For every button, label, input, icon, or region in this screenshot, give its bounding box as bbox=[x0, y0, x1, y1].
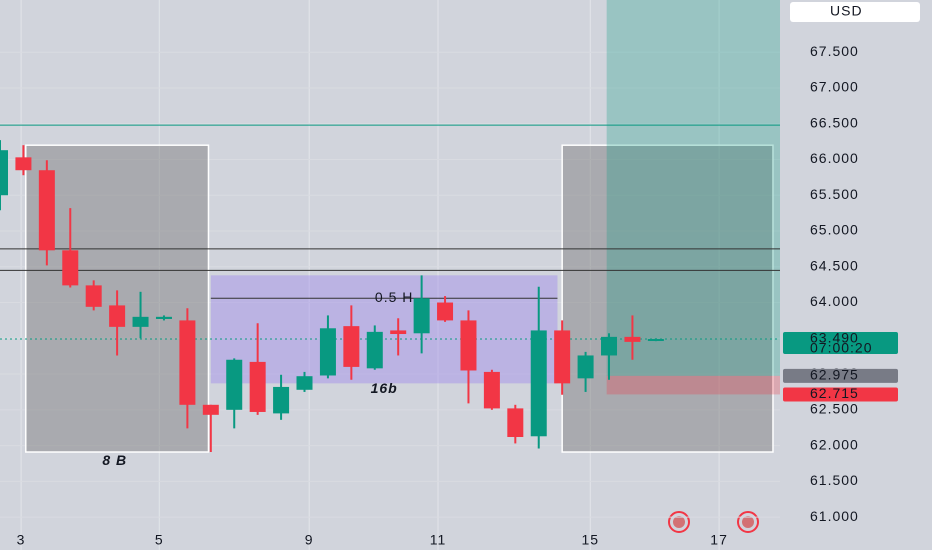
candle-body bbox=[249, 361, 266, 412]
candle-body bbox=[554, 330, 571, 384]
currency: USD bbox=[830, 3, 863, 19]
zone bbox=[210, 275, 558, 384]
candle-body bbox=[319, 328, 336, 376]
candle-body bbox=[155, 316, 172, 319]
y-tick-label: 65.500 bbox=[810, 186, 859, 202]
candle-body bbox=[413, 298, 430, 334]
annotation: 8 B bbox=[102, 452, 127, 468]
price-badge-label: 63.490 bbox=[810, 330, 859, 346]
event-icons bbox=[668, 511, 759, 533]
candle-body bbox=[577, 355, 594, 379]
candle-body bbox=[343, 326, 360, 367]
price-badge bbox=[783, 332, 898, 355]
price-badge bbox=[783, 368, 898, 383]
candle-body bbox=[62, 250, 79, 286]
candle-body bbox=[85, 285, 102, 307]
candle-body bbox=[296, 376, 313, 390]
price-axis-bg bbox=[780, 0, 932, 550]
candle-body bbox=[507, 408, 524, 437]
candle-body bbox=[437, 302, 454, 321]
y-tick-label: 64.000 bbox=[810, 293, 859, 309]
candle-body bbox=[390, 330, 407, 335]
candle-body bbox=[179, 320, 196, 405]
candle-body bbox=[647, 339, 664, 342]
annotation: 16b bbox=[371, 380, 398, 396]
candle-body bbox=[483, 371, 500, 409]
zone bbox=[606, 0, 780, 376]
level-label: 0.5 H bbox=[375, 289, 413, 305]
candle-body bbox=[132, 316, 149, 327]
y-tick-label: 66.500 bbox=[810, 114, 859, 130]
y-tick-label: 61.500 bbox=[810, 472, 859, 488]
zone bbox=[606, 375, 780, 395]
currency-box[interactable] bbox=[790, 2, 920, 22]
x-tick-label: 3 bbox=[17, 532, 26, 548]
price-badge-label: 62.975 bbox=[810, 367, 859, 383]
y-tick-label: 61.000 bbox=[810, 508, 859, 524]
candle-body bbox=[624, 336, 641, 342]
candle-body bbox=[273, 386, 290, 414]
candle-body bbox=[460, 320, 477, 371]
y-tick-label: 67.000 bbox=[810, 79, 859, 95]
x-tick-label: 5 bbox=[155, 532, 164, 548]
candle-body bbox=[226, 359, 243, 410]
x-tick-label: 9 bbox=[305, 532, 314, 548]
candle-body bbox=[15, 157, 32, 171]
y-tick-label: 64.500 bbox=[810, 257, 859, 273]
price-badge bbox=[783, 387, 898, 402]
candle-body bbox=[366, 331, 383, 369]
y-tick-label: 65.000 bbox=[810, 222, 859, 238]
y-tick-label: 62.500 bbox=[810, 401, 859, 417]
candle-body bbox=[601, 336, 618, 356]
candle-body bbox=[530, 330, 547, 437]
x-tick-label: 11 bbox=[430, 532, 447, 548]
candle-body bbox=[0, 150, 8, 196]
price-badge-label: 62.715 bbox=[810, 385, 859, 401]
candle-body bbox=[109, 305, 126, 327]
candle-body bbox=[38, 170, 55, 251]
candle-body bbox=[202, 404, 219, 415]
zone bbox=[561, 144, 774, 453]
y-tick-label: 62.000 bbox=[810, 436, 859, 452]
price-countdown: 07:00:20 bbox=[810, 340, 873, 356]
y-tick-label: 67.500 bbox=[810, 43, 859, 59]
x-tick-label: 15 bbox=[581, 532, 599, 548]
x-tick-label: 17 bbox=[710, 532, 728, 548]
y-tick-label: 66.000 bbox=[810, 150, 859, 166]
